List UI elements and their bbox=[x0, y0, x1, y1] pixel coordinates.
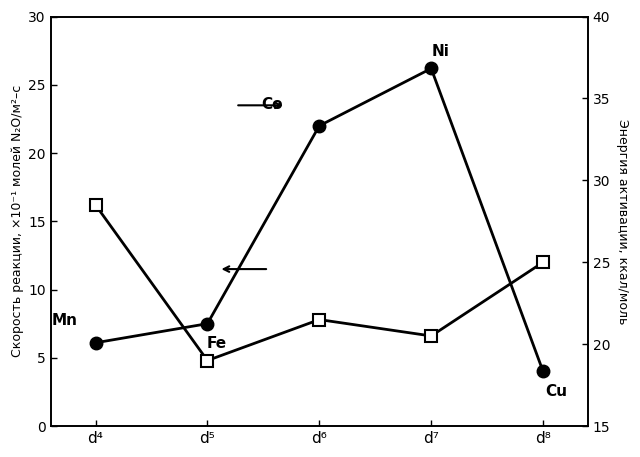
Text: Ni: Ni bbox=[431, 44, 449, 59]
Text: Co: Co bbox=[262, 97, 283, 112]
Text: Cu: Cu bbox=[545, 384, 568, 399]
Text: Fe: Fe bbox=[206, 336, 227, 351]
Text: Mn: Mn bbox=[51, 313, 77, 328]
Y-axis label: Энергия активации, ккал/моль: Энергия активации, ккал/моль bbox=[616, 119, 629, 324]
Y-axis label: Скорость реакции, ×10⁻¹ молей N₂O/м²–с: Скорость реакции, ×10⁻¹ молей N₂O/м²–с bbox=[11, 85, 24, 357]
